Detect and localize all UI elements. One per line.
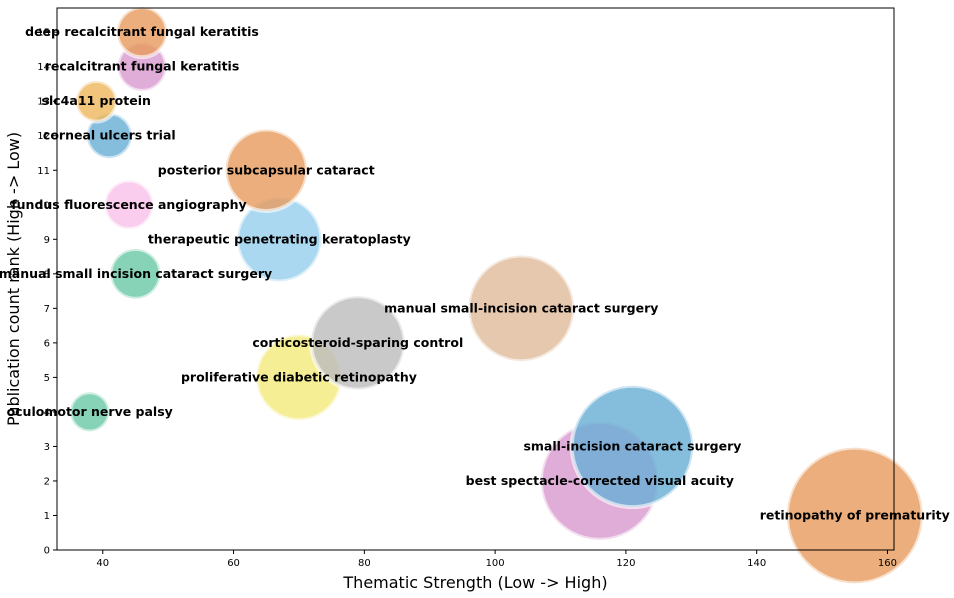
x-tick-label: 80 (358, 558, 371, 569)
bubble-label: manual small-incision cataract surgery (384, 300, 658, 315)
y-tick-label: 8 (44, 269, 50, 280)
bubble-label: manual small incision cataract surgery (0, 266, 272, 281)
bubble (309, 294, 407, 392)
y-tick-label: 14 (37, 62, 50, 73)
y-tick-label: 0 (44, 546, 50, 557)
bubble (108, 246, 163, 301)
bubble-label: fundus fluorescence angiography (11, 197, 246, 212)
bubble-label: posterior subcapsular cataract (158, 162, 375, 177)
x-tick-label: 120 (616, 558, 635, 569)
bubble-label: therapeutic penetrating keratoplasty (148, 231, 411, 246)
y-tick-label: 12 (37, 131, 50, 142)
x-tick-label: 100 (486, 558, 505, 569)
bubble (115, 5, 170, 60)
y-tick-label: 9 (44, 235, 50, 246)
bubble-label: slc4a11 protein (42, 93, 151, 108)
y-tick-label: 2 (44, 476, 50, 487)
y-axis-title: Publication count rank (High -> Low) (4, 132, 23, 426)
bubble-label: retinopathy of prematurity (760, 507, 950, 522)
bubble-label: recalcitrant fungal keratitis (45, 59, 240, 74)
bubble-label: corticosteroid-sparing control (252, 335, 463, 350)
bubbles-layer (68, 5, 925, 586)
y-tick-label: 6 (44, 338, 50, 349)
plot-frame (56, 7, 895, 551)
y-tick-label: 11 (37, 166, 50, 177)
bubble (68, 390, 112, 434)
y-tick-label: 15 (37, 28, 50, 39)
x-tick-label: 60 (227, 558, 240, 569)
y-tick-label: 1 (44, 511, 50, 522)
x-tick-label: 40 (96, 558, 109, 569)
bubble-label: deep recalcitrant fungal keratitis (25, 24, 259, 39)
bubble (569, 383, 696, 510)
y-tick-label: 13 (37, 97, 50, 108)
bubble (73, 78, 119, 124)
bubble (102, 178, 156, 232)
y-tick-label: 10 (37, 200, 50, 211)
bubble-label: proliferative diabetic retinopathy (181, 369, 417, 384)
x-axis: 40 60 80 100 120 140 160 (96, 550, 897, 569)
bubble (466, 253, 577, 364)
y-tick-label: 4 (44, 407, 50, 418)
x-tick-label: 140 (747, 558, 766, 569)
bubble-label: small-incision cataract surgery (523, 438, 741, 453)
bubble-labels-layer: retinopathy of prematurity best spectacle… (0, 24, 950, 522)
bubble-label: oculomotor nerve palsy (7, 404, 173, 419)
bubble-label: best spectacle-corrected visual acuity (466, 473, 734, 488)
y-tick-label: 7 (44, 304, 50, 315)
y-tick-label: 3 (44, 442, 50, 453)
x-tick-label: 160 (878, 558, 897, 569)
y-tick-label: 5 (44, 373, 50, 384)
x-axis-title: Thematic Strength (Low -> High) (342, 573, 607, 592)
bubble (784, 445, 925, 586)
bubble-label: corneal ulcers trial (43, 128, 176, 143)
bubble (223, 127, 309, 213)
